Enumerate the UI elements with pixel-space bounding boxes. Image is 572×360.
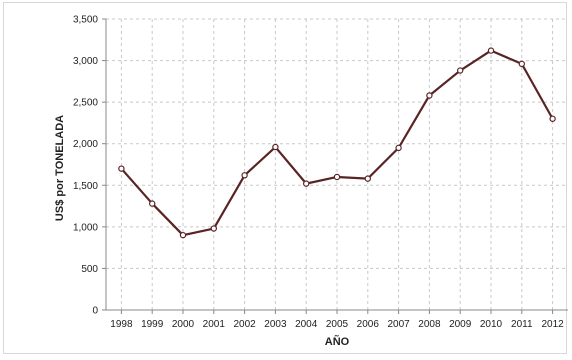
x-tick-label: 2003 (264, 319, 287, 330)
x-tick-label: 2000 (172, 319, 195, 330)
x-tick-labels: 1998 1999 2000 2001 2002 2003 2004 2005 2006 2007… (110, 319, 564, 330)
data-point (148, 200, 156, 207)
y-tick-label: 1,500 (73, 181, 98, 192)
y-tick-label: 3,000 (73, 56, 98, 67)
data-point (549, 115, 556, 122)
x-tick-label: 2007 (387, 319, 410, 330)
y-tick-label: 500 (81, 264, 98, 275)
data-point (179, 231, 187, 239)
data-point (457, 67, 464, 74)
data-markers (118, 47, 556, 239)
y-tick-label: 3,500 (73, 15, 98, 26)
x-tick-label: 1998 (110, 319, 133, 330)
data-point (303, 180, 310, 187)
data-point (241, 172, 248, 179)
data-point (364, 175, 371, 182)
x-tick-label: 2002 (233, 319, 256, 330)
y-tick-label: 2,000 (73, 139, 98, 150)
y-tick-label: 2,500 (73, 98, 98, 109)
y-tick-labels: 0 500 1,000 1,500 2,000 2,500 3,000 3,500 (73, 15, 98, 317)
x-tick-label: 2008 (418, 319, 441, 330)
y-axis-title: US$ por TONELADA (54, 115, 66, 221)
x-tick-label: 2001 (203, 319, 226, 330)
data-point (272, 143, 279, 151)
x-tick-label: 2004 (295, 319, 318, 330)
data-point (395, 144, 402, 152)
x-tick-label: 2010 (480, 319, 503, 330)
data-point (118, 165, 125, 172)
data-point (487, 47, 495, 54)
data-point (518, 60, 526, 68)
axes (102, 18, 568, 314)
x-tick-label: 2005 (326, 319, 349, 330)
x-tick-label: 2012 (541, 319, 564, 330)
data-point (426, 92, 433, 99)
grid (106, 18, 568, 310)
y-tick-label: 1,000 (73, 222, 98, 233)
x-axis-title: AÑO (325, 335, 350, 348)
x-tick-label: 1999 (141, 319, 164, 330)
x-tick-label: 2006 (357, 319, 380, 330)
data-point (210, 225, 217, 232)
x-tick-label: 2011 (511, 319, 533, 330)
y-tick-label: 0 (92, 306, 98, 317)
data-point (333, 173, 341, 181)
x-tick-label: 2009 (449, 319, 472, 330)
